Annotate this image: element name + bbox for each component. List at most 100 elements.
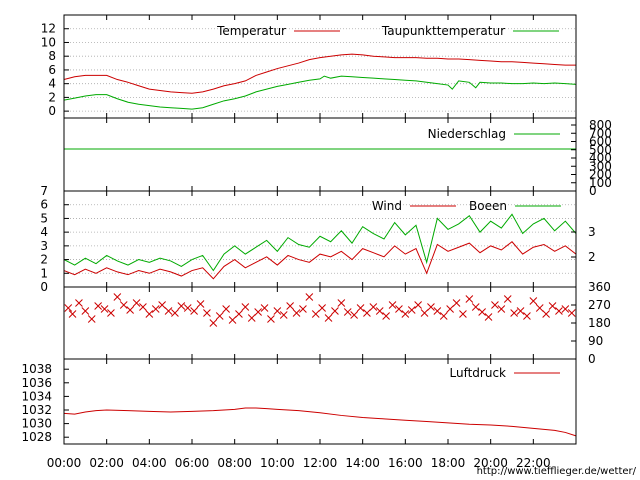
scatter-point (324, 314, 333, 322)
scatter-point (363, 309, 371, 317)
scatter-point (375, 307, 384, 315)
scatter-point (235, 310, 243, 318)
scatter-point (81, 307, 90, 315)
y-tick-label: 1036 (21, 376, 52, 390)
x-tick-label: 00:00 (47, 456, 82, 470)
scatter-point (356, 304, 365, 312)
scatter-point (331, 307, 339, 315)
legend-label: Temperatur (216, 24, 286, 38)
scatter-point (446, 305, 454, 313)
scatter-point (299, 305, 307, 313)
scatter-point (171, 309, 179, 317)
scatter-point (260, 304, 269, 312)
x-tick-label: 12:00 (303, 456, 338, 470)
scatter-point (484, 313, 493, 321)
y-tick-label: 500 (589, 143, 612, 157)
y-tick-label: 270 (588, 298, 611, 312)
scatter-point (273, 307, 282, 315)
y-tick-label-right: 3 (588, 225, 596, 239)
grid-layer (64, 28, 576, 274)
series-line-0 (63, 407, 577, 437)
data-layer (63, 30, 577, 437)
series-line-1 (63, 213, 577, 272)
x-tick-label: 18:00 (431, 456, 466, 470)
scatter-point (395, 305, 403, 313)
scatter-point (555, 307, 563, 315)
scatter-point (222, 305, 230, 313)
scatter-point (64, 304, 73, 312)
scatter-point (465, 295, 474, 303)
series-line-1 (63, 75, 577, 110)
y-tick-label: 8 (48, 49, 56, 63)
scatter-point (228, 316, 237, 324)
legend-label: Luftdruck (449, 366, 506, 380)
y-tick-label: 300 (589, 159, 612, 173)
scatter-point (279, 311, 288, 319)
scatter-point (196, 300, 205, 308)
y-tick-label: 360 (588, 280, 611, 294)
scatter-point (100, 305, 109, 313)
legend-label: Boeen (469, 199, 507, 213)
scatter-point (350, 311, 358, 319)
x-tick-label: 16:00 (388, 456, 423, 470)
scatter-point (567, 309, 576, 317)
y-tick-label: 6 (48, 63, 56, 77)
y-tick-label: 400 (589, 151, 612, 165)
scatter-point (523, 312, 531, 320)
scatter-point (75, 299, 83, 307)
scatter-point (452, 299, 461, 307)
y-tick-label: 1028 (21, 430, 52, 444)
x-tick-label: 02:00 (89, 456, 124, 470)
y-tick-label: 2 (40, 253, 48, 267)
y-tick-label: 1034 (21, 389, 52, 403)
scatter-point (247, 314, 256, 322)
x-tick-label: 06:00 (175, 456, 210, 470)
scatter-point (459, 310, 467, 318)
frame-layer (63, 14, 577, 445)
scatter-point (414, 301, 422, 309)
x-tick-label: 10:00 (260, 456, 295, 470)
scatter-point (215, 312, 224, 320)
scatter-point (439, 312, 448, 320)
y-tick-label: 2 (48, 90, 56, 104)
scatter-point (254, 308, 262, 316)
scatter-point (164, 307, 173, 315)
scatter-point (305, 293, 314, 301)
x-tick-label: 20:00 (473, 456, 508, 470)
scatter-point (311, 310, 320, 318)
series-line-0 (63, 53, 576, 94)
scatter-point (491, 301, 499, 309)
scatter-point (119, 301, 128, 309)
scatter-point (94, 302, 102, 310)
scatter-point (427, 303, 435, 311)
scatter-point (337, 299, 346, 307)
panel-frame (63, 286, 577, 360)
scatter-point (388, 301, 397, 309)
scatter-point (420, 309, 429, 317)
x-tick-label: 22:00 (516, 456, 551, 470)
series-line-0 (63, 241, 577, 280)
scatter-point (267, 315, 275, 323)
legend-label: Taupunkttemperatur (381, 24, 505, 38)
scatter-point (535, 304, 544, 312)
scatter-point (177, 302, 186, 310)
y-tick-label: 90 (588, 334, 603, 348)
y-tick-label: 4 (40, 225, 48, 239)
y-tick-label: 4 (48, 77, 56, 91)
scatter-point (241, 303, 250, 311)
y-tick-label: 0 (589, 184, 597, 198)
y-tick-label: 0 (40, 280, 48, 294)
y-tick-label: 3 (40, 239, 48, 253)
scatter-point (113, 293, 122, 301)
source-url: http://www.tiefflieger.de/wetter/ (477, 466, 637, 477)
scatter-point (286, 302, 294, 310)
scatter-point (497, 305, 506, 313)
scatter-point (343, 308, 352, 316)
y-tick-label: 1038 (21, 362, 52, 376)
scatter-point (209, 319, 218, 327)
scatter-point (548, 302, 557, 310)
legend-label: Niederschlag (428, 127, 506, 141)
scatter-point (158, 301, 166, 309)
x-tick-label: 04:00 (132, 456, 167, 470)
